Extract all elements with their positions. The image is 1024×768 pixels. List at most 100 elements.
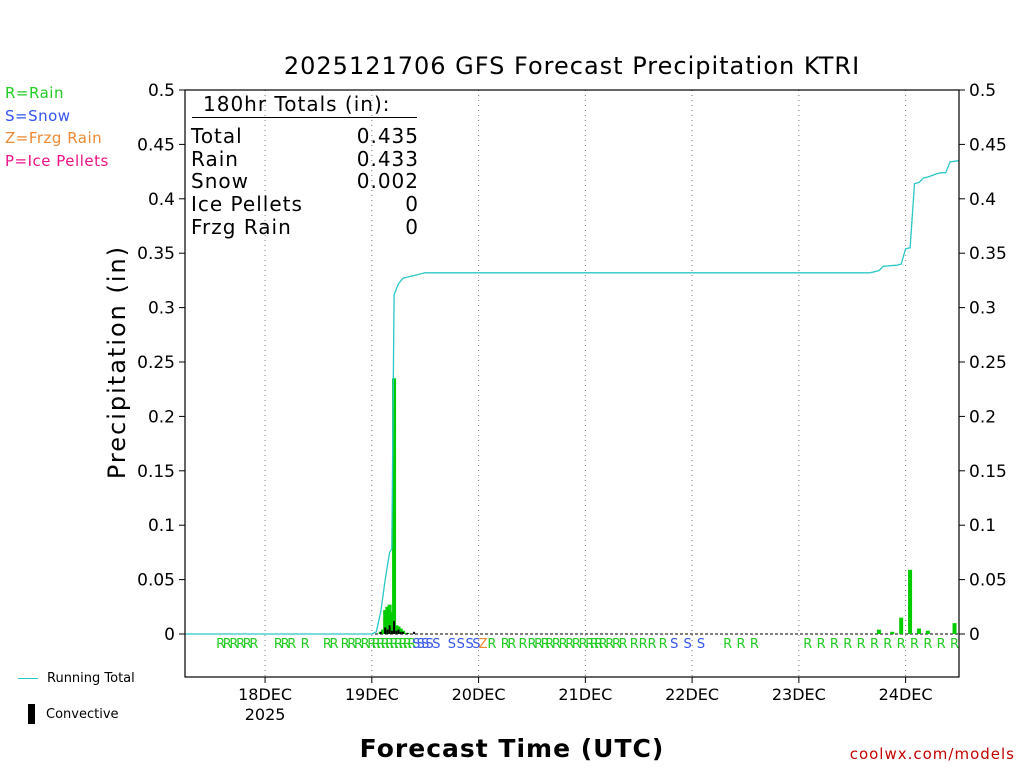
y-axis-ticks: 0 00.05 0.050.1 0.10.15 0.150.2 0.20.25 0.250.… xyxy=(137,81,1007,645)
y-tick-label-left: 0.5 xyxy=(148,81,175,101)
ptype-marker: R xyxy=(281,637,290,652)
legend-frzg-rain: Z=Frzg Rain xyxy=(5,129,103,147)
totals-divider xyxy=(192,117,417,118)
ptype-marker: R xyxy=(381,637,390,652)
ptype-marker: R xyxy=(857,637,866,652)
ptype-marker: Z xyxy=(479,637,488,652)
ptype-marker: R xyxy=(372,637,381,652)
x-tick-label: 20DEC xyxy=(452,685,506,704)
ptype-marker: R xyxy=(216,637,225,652)
running-total-swatch xyxy=(18,677,38,679)
precip-bar xyxy=(392,378,397,634)
totals-label: Frzg Rain xyxy=(191,214,292,239)
ptype-marker: R xyxy=(599,637,608,652)
precip-bars xyxy=(378,378,957,634)
ptype-marker: R xyxy=(579,637,588,652)
totals-row-rain: Rain 0.433 xyxy=(191,147,419,171)
x-tick-label: 22DEC xyxy=(665,685,719,704)
x-tick-label: 21DEC xyxy=(558,685,612,704)
y-tick-label-left: 0.2 xyxy=(148,407,175,427)
ptype-marker: S xyxy=(697,637,705,652)
precip-bar xyxy=(387,604,392,634)
line-bar-legend: Running Total Convective xyxy=(18,668,135,740)
y-tick-label-left: 0.35 xyxy=(137,244,175,264)
ptype-marker: R xyxy=(619,637,628,652)
ptype-marker: R xyxy=(507,637,516,652)
ptype-marker: R xyxy=(223,637,232,652)
ptype-marker: R xyxy=(870,637,879,652)
y-tick-label-left: 0 xyxy=(164,625,175,645)
ptype-marker: R xyxy=(817,637,826,652)
precip-bar xyxy=(394,625,399,634)
totals-label: Snow xyxy=(191,169,249,194)
ptype-marker: R xyxy=(830,637,839,652)
credit-link[interactable]: coolwx.com/models xyxy=(849,745,1015,763)
ptype-marker: R xyxy=(519,637,528,652)
ptype-marker: S xyxy=(432,637,440,652)
ptype-marker: S xyxy=(670,637,678,652)
legend-snow: S=Snow xyxy=(5,106,71,125)
convective-label: Convective xyxy=(46,706,119,722)
ptype-marker: R xyxy=(559,637,568,652)
precip-bar xyxy=(403,632,408,634)
ptype-marker: R xyxy=(347,637,356,652)
ptype-marker: R xyxy=(737,637,746,652)
ptype-marker: R xyxy=(803,637,812,652)
totals-value: 0.002 xyxy=(356,169,419,194)
x-tick-sublabel: 2025 xyxy=(245,705,286,724)
ptype-marker: R xyxy=(659,637,668,652)
convective-bar xyxy=(384,627,387,634)
convective-bar xyxy=(393,620,396,634)
precip-bar xyxy=(398,628,403,634)
ptype-marker: R xyxy=(883,637,892,652)
ptype-marker: R xyxy=(594,637,603,652)
ptype-marker: S xyxy=(684,637,692,652)
y-tick-label-right: 0.35 xyxy=(969,244,1007,264)
totals-row-total: Total 0.435 xyxy=(191,125,419,148)
precip-bar xyxy=(876,629,881,634)
ptype-marker: R xyxy=(398,637,407,652)
ptype-marker: R xyxy=(274,637,283,652)
plot-border xyxy=(184,89,960,678)
legend-ice-pellets: P=Ice Pellets xyxy=(5,151,109,170)
y-tick-label-right: 0 xyxy=(969,625,980,645)
ptype-marker: R xyxy=(590,637,599,652)
precip-bar xyxy=(908,569,913,634)
y-tick-label-left: 0.4 xyxy=(148,190,175,210)
ptype-marker: R xyxy=(843,637,852,652)
ptype-marker: R xyxy=(937,637,946,652)
totals-label: Total xyxy=(191,124,243,148)
precip-bar xyxy=(925,630,930,634)
convective-bar xyxy=(406,632,409,634)
ptype-marker: R xyxy=(723,637,732,652)
legend-running-total: Running Total xyxy=(18,668,135,688)
ptype-marker: R xyxy=(236,637,245,652)
ptype-marker: R xyxy=(407,637,416,652)
ptype-marker: R xyxy=(545,637,554,652)
convective-bars xyxy=(379,620,416,634)
y-tick-label-left: 0.1 xyxy=(148,516,175,536)
y-tick-label-left: 0.3 xyxy=(148,299,175,319)
precip-bar xyxy=(383,610,388,634)
ptype-marker: R xyxy=(950,637,959,652)
ptype-marker: R xyxy=(585,637,594,652)
y-tick-label-right: 0.1 xyxy=(969,516,996,536)
ptype-marker: R xyxy=(403,637,412,652)
running-total-line-group xyxy=(185,160,960,635)
ptype-marker: R xyxy=(341,637,350,652)
x-axis-label: Forecast Time (UTC) xyxy=(359,734,665,763)
y-tick-label-right: 0.3 xyxy=(969,299,996,319)
ptype-marker: S xyxy=(466,637,474,652)
ptype-marker: R xyxy=(605,637,614,652)
ptype-marker: R xyxy=(243,637,252,652)
x-tick-label: 24DEC xyxy=(879,685,933,704)
ptype-marker: R xyxy=(552,637,561,652)
ptype-marker: R xyxy=(376,637,385,652)
ptype-marker: R xyxy=(394,637,403,652)
precip-bar xyxy=(916,628,921,634)
ptype-marker: R xyxy=(367,637,376,652)
convective-bar xyxy=(399,631,402,634)
ptype-marker: R xyxy=(487,637,496,652)
ptype-marker: R xyxy=(612,637,621,652)
